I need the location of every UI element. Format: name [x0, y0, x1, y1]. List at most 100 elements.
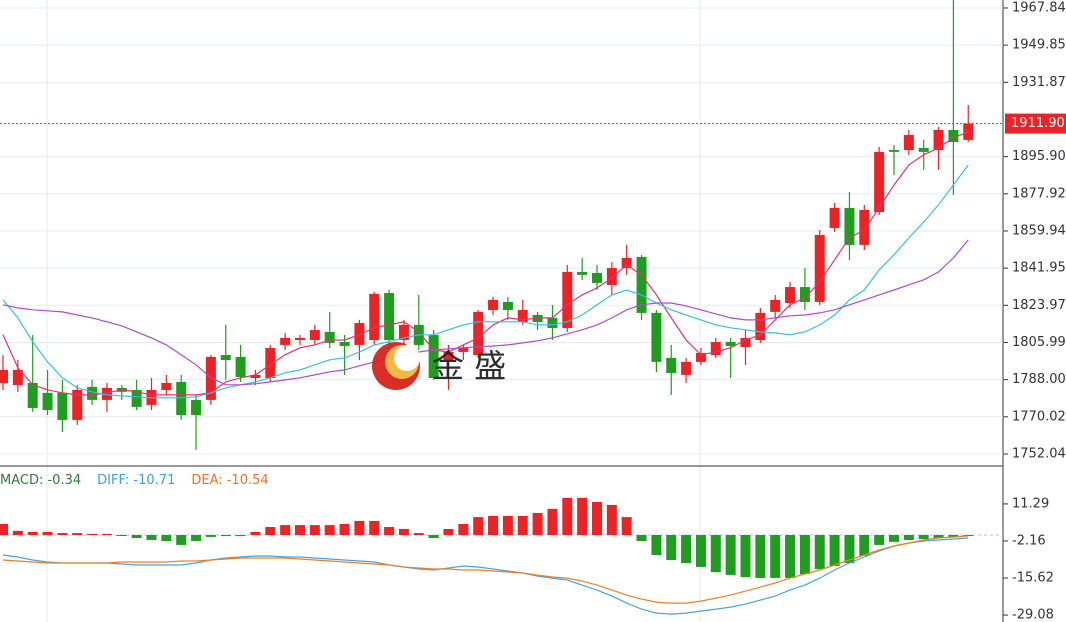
- macd-bar: [829, 535, 840, 567]
- y-tick-label: 1931.87: [1012, 75, 1066, 90]
- y-tick-label: 1949.85: [1012, 38, 1066, 53]
- y-tick-label: 1967.84: [1012, 0, 1066, 15]
- candle-body: [918, 147, 929, 152]
- macd-bar: [799, 535, 810, 575]
- macd-bar: [0, 523, 8, 536]
- candle-body: [0, 369, 8, 383]
- macd-bar: [889, 535, 899, 542]
- candle-body: [814, 234, 825, 302]
- candle-body: [681, 361, 692, 375]
- moving-average-line: [2, 164, 969, 399]
- macd-bar: [280, 525, 291, 536]
- grid: [0, 7, 1003, 455]
- candle-body: [844, 207, 855, 245]
- macd-bar: [72, 533, 83, 536]
- candle-body: [710, 342, 721, 356]
- macd-bar: [42, 531, 53, 536]
- candle-body: [57, 392, 68, 420]
- macd-bar: [502, 516, 513, 536]
- candle-body: [309, 330, 320, 340]
- candle-body: [785, 287, 796, 303]
- macd-bar: [295, 525, 305, 536]
- macd-bar: [12, 530, 23, 536]
- legend-entry: MACD: -0.34: [0, 473, 81, 488]
- candle-body: [250, 374, 261, 378]
- candle-body: [72, 389, 83, 420]
- candle-body: [176, 381, 187, 415]
- candle-body: [592, 273, 602, 283]
- candle-body: [577, 271, 588, 275]
- y-tick-label: -29.08: [1012, 608, 1054, 622]
- macd-plot: [0, 497, 1003, 615]
- watermark: 金 盛: [372, 342, 506, 390]
- legend: MACD: -0.34 DIFF: -10.71 DEA: -10.54: [0, 473, 269, 488]
- candle-body: [473, 311, 484, 356]
- candle-body: [295, 337, 305, 340]
- moving-average-line: [2, 131, 969, 396]
- macd-bar: [562, 497, 573, 536]
- macd-bar: [161, 535, 172, 542]
- macd-bar: [398, 528, 409, 536]
- macd-bar: [547, 508, 558, 536]
- macd-bar: [265, 527, 276, 536]
- y-tick-label: -15.62: [1012, 571, 1054, 586]
- candles: [0, 0, 974, 450]
- candle-body: [562, 271, 573, 328]
- candle-body: [770, 299, 781, 312]
- macd-bar: [458, 523, 469, 536]
- candle-body: [874, 151, 885, 213]
- macd-bar: [755, 535, 766, 578]
- candle-body: [488, 299, 499, 310]
- candle-body: [948, 129, 959, 142]
- macd-bar: [651, 535, 662, 556]
- macd-bar: [101, 533, 112, 536]
- candle-body: [933, 129, 944, 151]
- macd-bar: [814, 535, 825, 570]
- candle-body: [740, 337, 751, 347]
- macd-bar: [235, 535, 246, 537]
- candle-body: [606, 268, 617, 285]
- macd-bar: [443, 528, 454, 536]
- macd-bar: [116, 535, 127, 537]
- candle-body: [963, 123, 974, 140]
- macd-bar: [339, 523, 350, 536]
- last-price-label: 1911.90: [1011, 116, 1065, 131]
- macd-bar: [146, 535, 157, 540]
- candle-body: [369, 293, 380, 340]
- y-tick-label: 1859.94: [1012, 223, 1066, 238]
- y-tick-label: 1770.02: [1012, 409, 1066, 424]
- candle-body: [339, 342, 350, 346]
- logo: [394, 345, 420, 371]
- candle-body: [131, 389, 142, 407]
- candle-body: [265, 348, 276, 378]
- macd-bar: [131, 535, 142, 539]
- candle-body: [42, 392, 53, 411]
- candle-body: [220, 355, 231, 361]
- macd-bar: [428, 535, 439, 539]
- macd-line: [2, 535, 969, 604]
- candle-body: [354, 323, 365, 345]
- macd-bar: [725, 535, 736, 575]
- macd-bar: [369, 520, 380, 536]
- macd-bar: [87, 533, 98, 536]
- macd-bar: [220, 535, 231, 537]
- macd-bar: [592, 501, 602, 536]
- candle-body: [443, 351, 454, 361]
- candle-body: [725, 342, 736, 346]
- macd-bar: [413, 533, 424, 536]
- candle-body: [191, 399, 202, 415]
- candle-body: [324, 331, 335, 343]
- macd-bar: [384, 527, 395, 536]
- macd-bar: [666, 535, 677, 561]
- macd-bar: [324, 525, 335, 536]
- candle-body: [799, 287, 810, 302]
- macd-bar: [933, 535, 944, 539]
- y-tick-label: 1841.95: [1012, 261, 1066, 276]
- y-tick-label: 1752.04: [1012, 446, 1066, 461]
- macd-bar: [770, 535, 781, 578]
- macd-bar: [176, 535, 187, 545]
- macd-bar: [473, 517, 484, 536]
- macd-bar: [740, 535, 751, 578]
